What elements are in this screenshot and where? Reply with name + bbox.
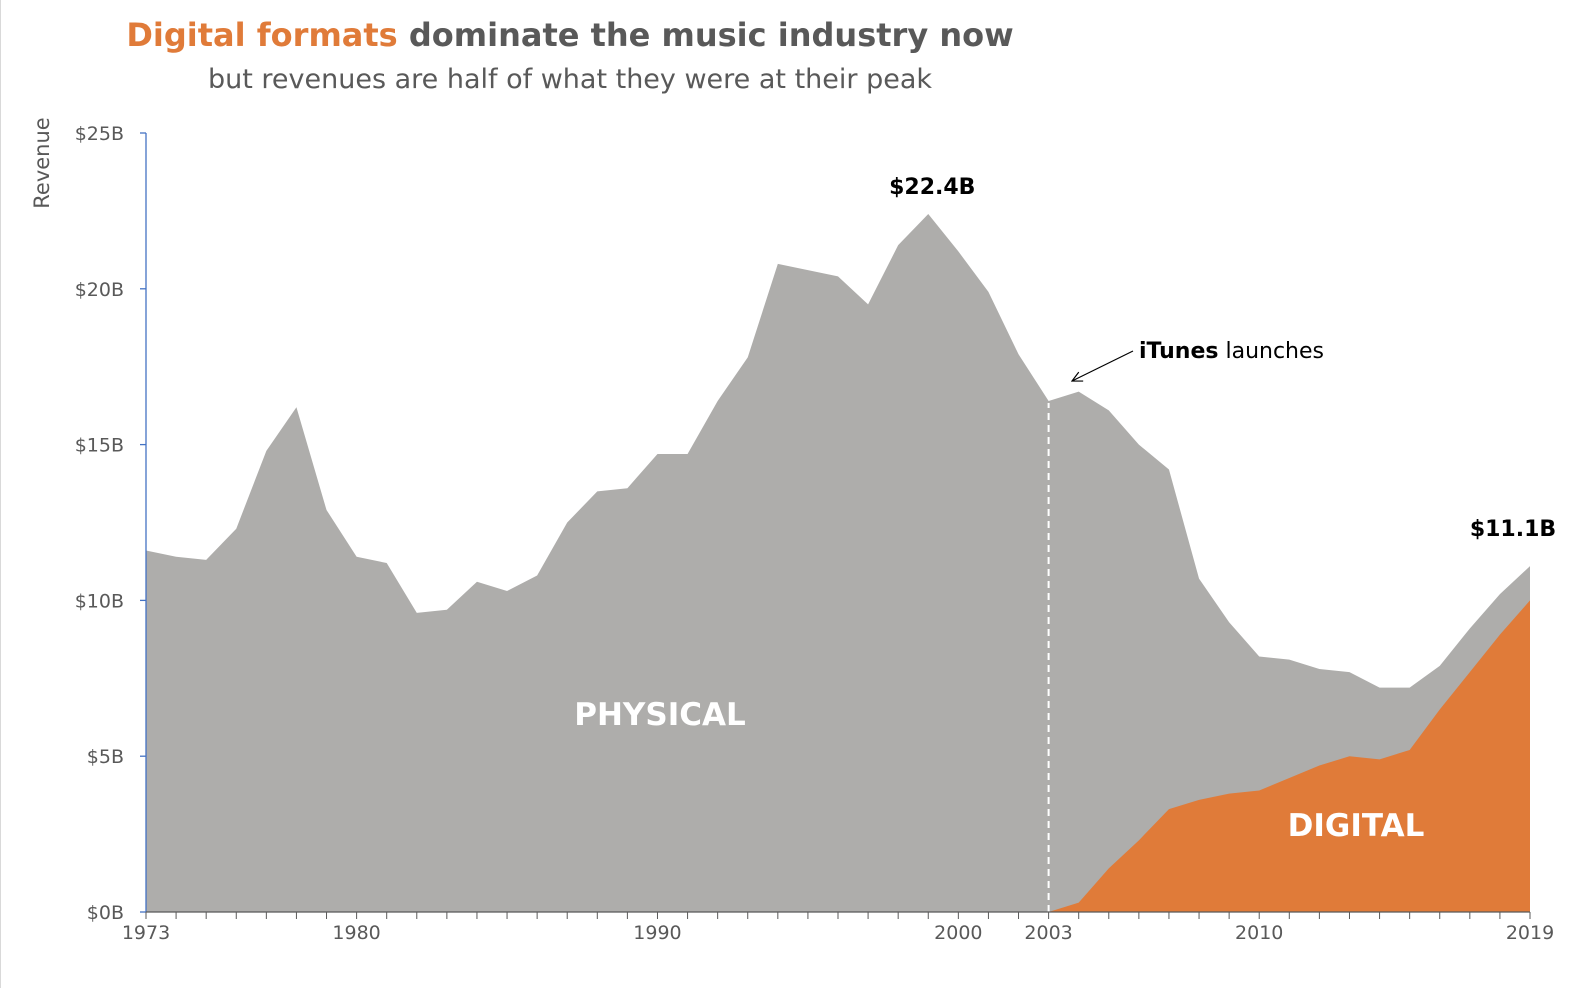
x-tick-label: 2003 (1024, 922, 1072, 944)
itunes-arrow (1072, 350, 1134, 381)
area-digital (146, 600, 1530, 912)
y-tick-label: $5B (87, 746, 124, 768)
y-tick-label: $25B (75, 123, 124, 145)
x-tick-label: 2019 (1506, 922, 1554, 944)
left-edge-rule (0, 0, 1, 988)
x-tick-label: 1990 (633, 922, 681, 944)
x-tick-label: 2010 (1235, 922, 1283, 944)
area-physical (146, 214, 1530, 912)
y-tick-label: $10B (75, 590, 124, 612)
y-tick-label: $0B (87, 902, 124, 924)
data-label-peak: $22.4B (889, 175, 975, 200)
itunes-annotation-bold: iTunes (1139, 339, 1218, 364)
chart-subtitle: but revenues are half of what they were … (207, 64, 933, 95)
chart-title-highlight: Digital formats (126, 16, 398, 54)
series-label-digital: DIGITAL (1288, 808, 1425, 844)
data-label-end: $11.1B (1470, 517, 1556, 542)
y-tick-label: $15B (75, 435, 124, 457)
itunes-annotation-rest: launches (1218, 339, 1324, 364)
x-tick-label: 2000 (934, 922, 982, 944)
chart-title-rest: dominate the music industry now (397, 16, 1014, 54)
x-tick-label: 1973 (122, 922, 170, 944)
y-tick-label: $20B (75, 279, 124, 301)
itunes-annotation: iTunes launches (1139, 339, 1324, 364)
chart-title: Digital formats dominate the music indus… (0, 16, 1140, 54)
y-axis-label: Revenue (30, 117, 54, 208)
x-tick-label: 1980 (332, 922, 380, 944)
series-label-physical: PHYSICAL (574, 697, 745, 733)
